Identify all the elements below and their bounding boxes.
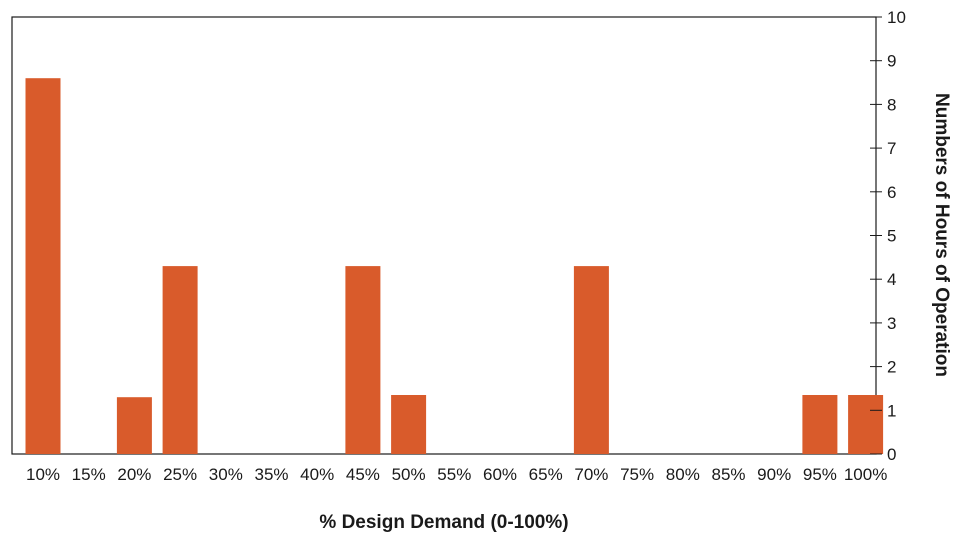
bar-70pct (573, 266, 609, 454)
bar-10pct (25, 78, 61, 454)
y-tick-label: 8 (887, 95, 896, 114)
x-tick-label: 70% (574, 465, 608, 484)
y-tick-label: 10 (887, 8, 906, 27)
x-tick-label: 15% (72, 465, 106, 484)
y-tick-label: 7 (887, 139, 896, 158)
x-tick-label: 80% (666, 465, 700, 484)
x-tick-label: 50% (392, 465, 426, 484)
x-tick-label: 85% (711, 465, 745, 484)
bar-100pct (848, 395, 884, 454)
y-tick-label: 3 (887, 314, 896, 333)
y-tick-label: 9 (887, 52, 896, 71)
x-axis-label: % Design Demand (0-100%) (319, 512, 568, 533)
x-ticks-group: 10% 15% 20% 25% 30% 35% 40% 45% 50% 55% 60% 65% 70% 7… (26, 465, 887, 484)
y-tick-label: 4 (887, 270, 896, 289)
y-tick-label: 1 (887, 401, 896, 420)
x-tick-label: 55% (437, 465, 471, 484)
y-tick-label: 6 (887, 183, 896, 202)
x-tick-label: 35% (254, 465, 288, 484)
plot-frame (11, 16, 877, 455)
y-axis-label: Numbers of Hours of Operation (931, 93, 952, 377)
bar-50pct (391, 395, 427, 454)
x-tick-label: 40% (300, 465, 334, 484)
x-tick-label: 45% (346, 465, 380, 484)
bar-95pct (802, 395, 838, 454)
x-tick-label: 90% (757, 465, 791, 484)
x-tick-label: 100% (844, 465, 887, 484)
y-ticks-group: 0 1 2 3 4 5 6 7 8 9 10 (870, 8, 906, 464)
y-tick-label: 0 (887, 445, 896, 464)
x-tick-label: 60% (483, 465, 517, 484)
x-tick-label: 65% (529, 465, 563, 484)
bar-45pct (345, 266, 381, 454)
x-tick-label: 20% (117, 465, 151, 484)
x-tick-label: 25% (163, 465, 197, 484)
bar-25pct (162, 266, 198, 454)
x-tick-label: 95% (803, 465, 837, 484)
x-tick-label: 30% (209, 465, 243, 484)
x-tick-label: 75% (620, 465, 654, 484)
bar-20pct (116, 397, 152, 454)
y-tick-label: 2 (887, 358, 896, 377)
bars-group (25, 78, 884, 454)
y-tick-label: 5 (887, 227, 896, 246)
x-tick-label: 10% (26, 465, 60, 484)
